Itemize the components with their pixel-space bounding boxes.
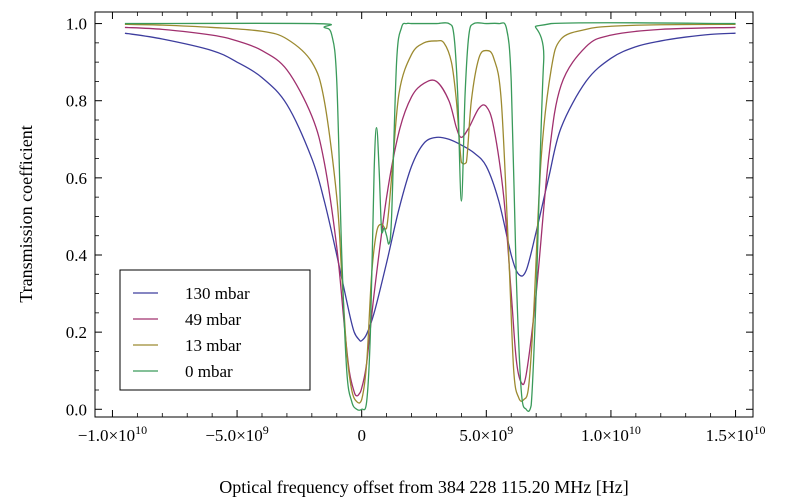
plot-frame (94, 11, 754, 418)
y-tick-label: 0.4 (66, 246, 88, 265)
x-tick-label: 1.0×1010 (581, 423, 641, 445)
x-tick-label: −5.0×109 (205, 423, 268, 445)
x-tick-label: 5.0×109 (459, 423, 513, 445)
x-tick-label: 0 (357, 426, 366, 445)
x-tick-label: 1.5×1010 (706, 423, 766, 445)
y-tick-label: 0.2 (66, 323, 87, 342)
y-tick-label: 1.0 (66, 15, 87, 34)
ticks: −1.0×1010 −5.0×109 0 5.0×109 1.0×1010 1.5×101… (66, 12, 766, 445)
legend: 130 mbar 49 mbar 13 mbar 0 mbar (119, 269, 311, 391)
series-line-1 (124, 32, 736, 342)
y-tick-label: 0.0 (66, 400, 87, 419)
legend-box (119, 269, 311, 391)
series-line-3 (124, 23, 736, 404)
y-tick-label: 0.6 (66, 169, 87, 188)
legend-label: 49 mbar (185, 310, 242, 329)
legend-label: 130 mbar (185, 284, 250, 303)
x-tick-label: −1.0×1010 (78, 423, 147, 445)
series-lines (124, 22, 736, 412)
legend-label: 13 mbar (185, 336, 242, 355)
legend-label: 0 mbar (185, 362, 233, 381)
y-axis-label: Transmission coefficient (16, 125, 36, 303)
series-line-4 (124, 22, 736, 412)
y-tick-label: 0.8 (66, 92, 87, 111)
x-axis-label: Optical frequency offset from 384 228 11… (219, 477, 628, 497)
